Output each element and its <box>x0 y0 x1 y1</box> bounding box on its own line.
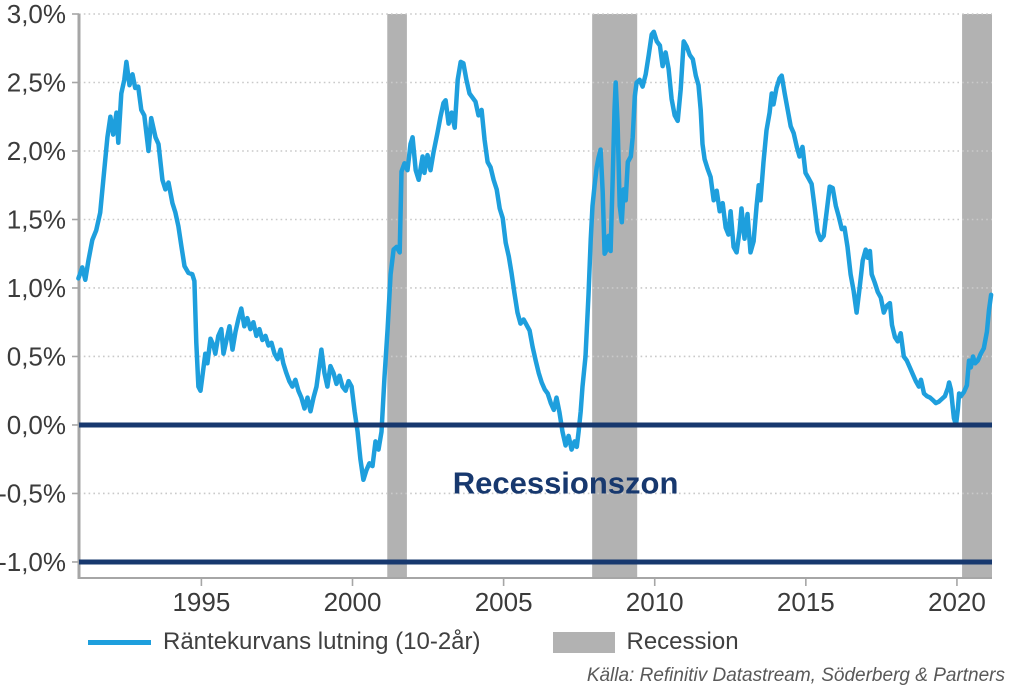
legend-series-label: Räntekurvans lutning (10-2år) <box>163 628 481 655</box>
x-tick-label-2005: 2005 <box>475 587 533 617</box>
y-tick-label-0: 0,0% <box>7 410 66 440</box>
recession-swatch-icon <box>552 631 615 653</box>
legend-item-series: Räntekurvans lutning (10-2år) <box>88 628 481 656</box>
y-tick-label-1.5: 1,5% <box>7 204 66 234</box>
x-tick-label-2000: 2000 <box>324 587 382 617</box>
series-line-swatch-icon <box>88 639 151 645</box>
y-tick-label-0.5: 0,5% <box>7 341 66 371</box>
y-tick-label-2: 2,0% <box>7 136 66 166</box>
x-tick-label-2010: 2010 <box>626 587 684 617</box>
recession-band-3 <box>962 14 992 578</box>
legend-item-recession: Recession <box>481 628 739 656</box>
x-tick-label-2015: 2015 <box>777 587 835 617</box>
y-tick-label-2.5: 2,5% <box>7 67 66 97</box>
y-tick-label--1: -1,0% <box>0 547 66 577</box>
chart-legend: Räntekurvans lutning (10-2år) Recession <box>88 626 739 658</box>
recession-band-1 <box>387 14 407 578</box>
legend-recession-label: Recession <box>626 628 739 655</box>
recessionszon-annotation: Recessionszon <box>453 466 679 501</box>
x-tick-label-2020: 2020 <box>928 587 986 617</box>
x-tick-label-1995: 1995 <box>172 587 230 617</box>
y-tick-label-3: 3,0% <box>7 0 66 29</box>
source-note: Källa: Refinitiv Datastream, Söderberg &… <box>586 665 1005 686</box>
series-line <box>76 29 994 483</box>
y-tick-label-1: 1,0% <box>7 273 66 303</box>
y-tick-label--0.5: -0,5% <box>0 478 66 508</box>
